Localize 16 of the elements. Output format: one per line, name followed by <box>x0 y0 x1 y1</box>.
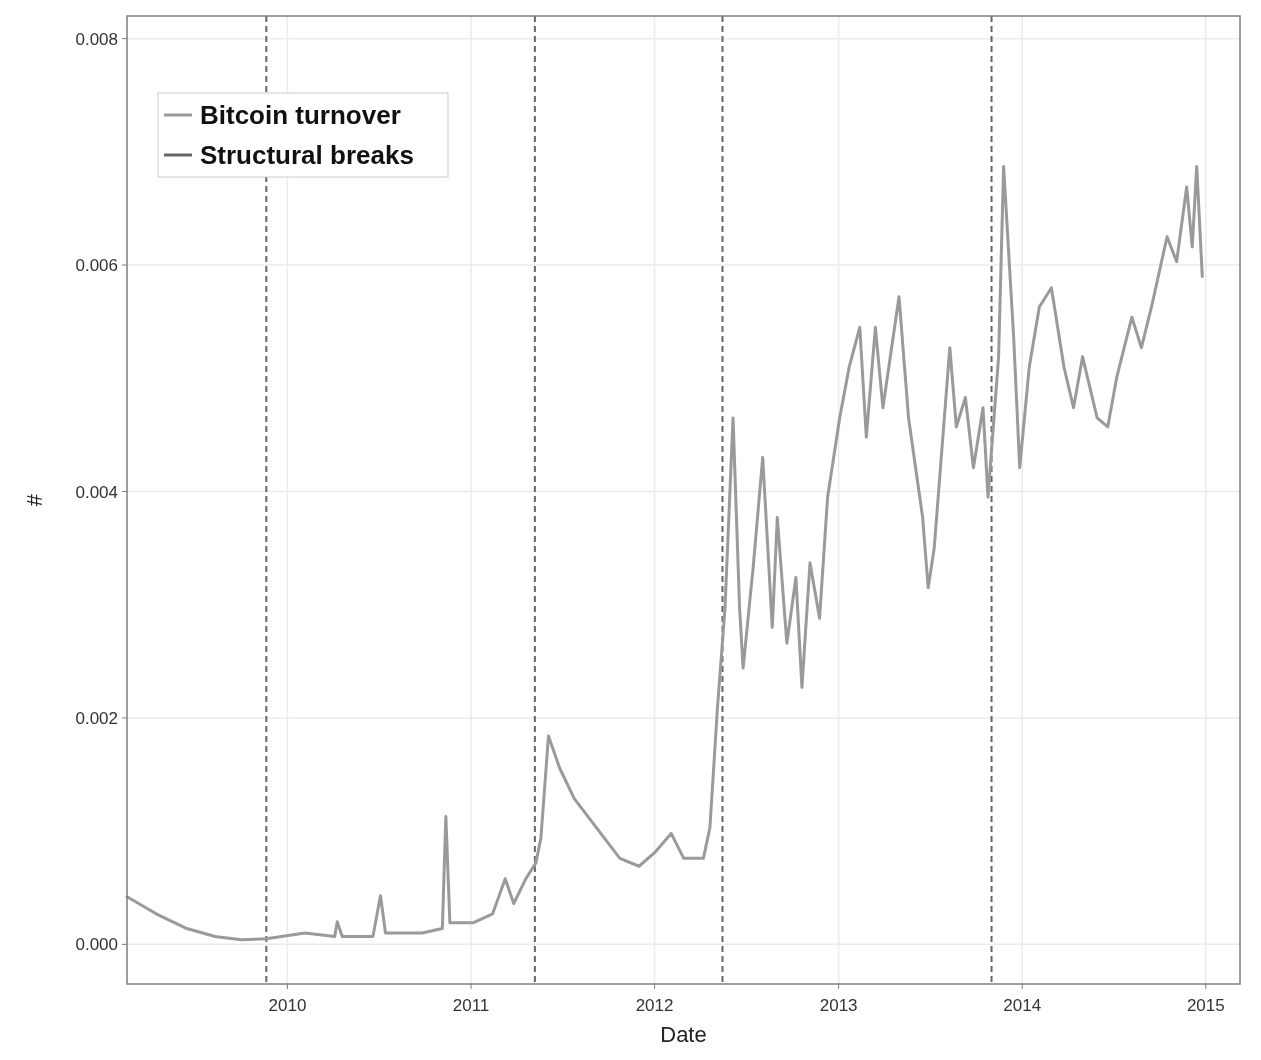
ref-line-label: Structural breaks <box>200 140 414 170</box>
y-tick-label: 0.006 <box>75 256 118 276</box>
x-tick-label: 2015 <box>1186 996 1225 1015</box>
x-axis-title: Date <box>660 1022 707 1047</box>
x-tick-label: 2011 <box>452 996 490 1015</box>
line-series <box>125 165 1204 942</box>
y-tick-label: 0.008 <box>75 29 118 49</box>
y-tick-label: 0.002 <box>75 708 118 728</box>
x-tick-label: 2014 <box>1003 996 1042 1015</box>
y-tick-label: 0.000 <box>75 935 118 955</box>
x-tick-label: 2010 <box>268 996 307 1015</box>
y-tick-label: 0.004 <box>75 482 118 502</box>
x-tick-label: 2013 <box>819 996 858 1015</box>
x-tick-label: 2012 <box>635 996 674 1015</box>
legend-label: Bitcoin turnover <box>200 100 401 130</box>
y-axis-title: # <box>22 493 47 507</box>
